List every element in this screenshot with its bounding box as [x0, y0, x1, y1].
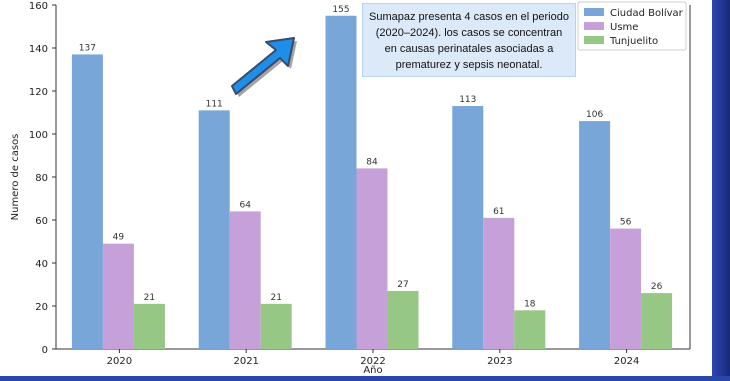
bar-value-label: 27	[397, 280, 408, 290]
x-tick-label: 2024	[614, 356, 639, 367]
x-tick-label: 2023	[487, 356, 512, 367]
bar-tunjuelito	[387, 290, 419, 349]
bar-ciudad-bolívar	[325, 15, 357, 349]
bar-value-label: 56	[620, 218, 632, 228]
bar-ciudad-bolívar	[579, 121, 611, 349]
bar-value-label: 64	[239, 200, 251, 210]
bar-value-label: 49	[113, 233, 125, 243]
y-tick-label: 20	[35, 302, 48, 313]
bar-value-label: 111	[206, 99, 223, 109]
arrow-icon	[231, 37, 297, 97]
annotation-text: Sumapaz presenta 4 casos en el periodo (…	[369, 11, 569, 71]
y-tick-label: 80	[35, 173, 48, 184]
bar-ciudad-bolívar	[71, 54, 103, 349]
x-tick-label: 2021	[233, 356, 258, 367]
legend-swatch	[584, 36, 604, 44]
y-tick-label: 100	[29, 130, 48, 141]
bar-value-label: 106	[586, 110, 603, 120]
bar-usme	[483, 217, 515, 349]
bar-usme	[102, 243, 134, 349]
legend-entry: Usme	[610, 22, 638, 33]
y-tick-label: 120	[29, 87, 48, 98]
bottom-border	[0, 376, 730, 381]
bar-value-label: 113	[459, 95, 476, 105]
x-axis-label: Año	[363, 365, 382, 376]
grouped-bar-chart: 0 20 40 60 80 100 120 140 160 2020 137 49 21 2021 111 6…	[10, 1, 691, 376]
bar-value-label: 155	[332, 5, 349, 15]
bar-usme	[610, 228, 642, 349]
y-tick-label: 0	[42, 345, 48, 356]
legend-box	[577, 1, 687, 51]
bar-value-label: 18	[524, 299, 536, 309]
x-tick-label: 2022	[360, 356, 385, 367]
bar-value-label: 61	[493, 207, 504, 217]
right-border	[712, 0, 730, 381]
bar-value-label: 84	[366, 157, 378, 167]
chart-panel: 0 20 40 60 80 100 120 140 160 2020 137 49 21 2021 111 6…	[0, 0, 712, 376]
bar-usme	[356, 168, 388, 349]
y-tick-label: 60	[35, 216, 48, 227]
bar-tunjuelito	[514, 310, 546, 349]
bar-ciudad-bolívar	[452, 106, 484, 349]
bar-value-label: 21	[144, 293, 155, 303]
bar-value-label: 137	[79, 43, 96, 53]
bar-tunjuelito	[260, 303, 292, 349]
y-tick-label: 160	[29, 1, 48, 12]
bar-usme	[229, 211, 261, 349]
y-tick-label: 140	[29, 44, 48, 55]
bar-value-label: 21	[270, 293, 281, 303]
legend-entry: Ciudad Bolívar	[610, 7, 684, 19]
x-tick-label: 2020	[107, 356, 132, 367]
legend-entry: Tunjuelito	[609, 36, 658, 47]
legend-swatch	[584, 22, 604, 30]
bar-value-label: 26	[651, 282, 663, 292]
y-tick-label: 40	[35, 259, 48, 270]
annotation-box: Sumapaz presenta 4 casos en el periodo (…	[362, 3, 576, 77]
y-axis-label: Numero de casos	[10, 134, 21, 221]
bar-tunjuelito	[133, 303, 165, 349]
bar-ciudad-bolívar	[198, 110, 230, 349]
bar-tunjuelito	[641, 293, 673, 349]
legend-swatch	[584, 8, 604, 16]
